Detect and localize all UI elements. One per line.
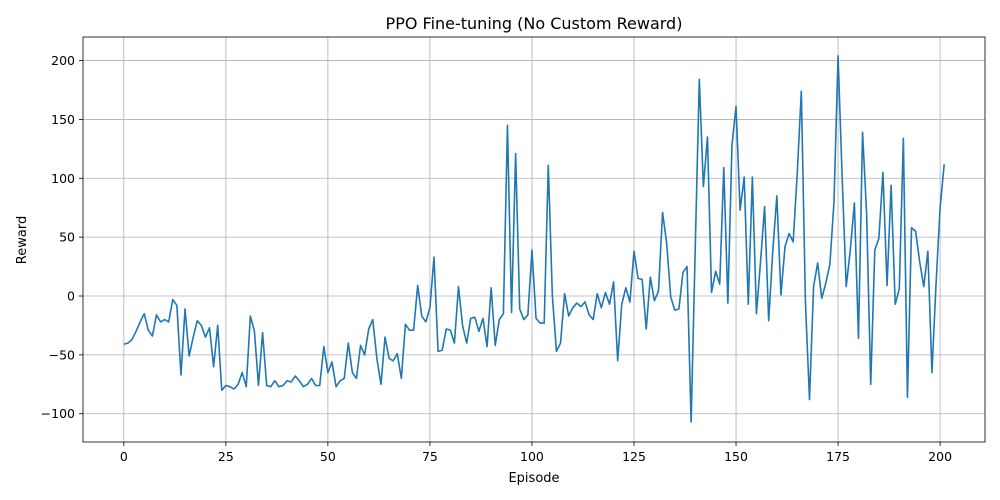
x-tick-label: 100 xyxy=(520,449,544,464)
reward-series-line xyxy=(123,55,945,423)
x-tick-label: 75 xyxy=(422,449,438,464)
y-tick-label: 0 xyxy=(67,289,75,304)
series-layer xyxy=(123,55,945,423)
y-tick-label: 150 xyxy=(51,112,75,127)
y-tick-label: 200 xyxy=(51,53,75,68)
x-tick-label: 125 xyxy=(622,449,646,464)
y-tick-label: 50 xyxy=(59,230,75,245)
x-tick-label: 25 xyxy=(218,449,234,464)
y-axis-label: Reward xyxy=(15,216,30,264)
axis-ticks: 0 25 50 75 100 125 150 175 200 −100 −50 0 50 100 150 20… xyxy=(41,53,952,464)
y-tick-label: −50 xyxy=(49,347,75,362)
x-tick-label: 175 xyxy=(826,449,850,464)
x-tick-label: 50 xyxy=(320,449,336,464)
x-tick-label: 0 xyxy=(120,449,128,464)
y-tick-label: −100 xyxy=(41,406,75,421)
x-tick-label: 200 xyxy=(928,449,952,464)
grid xyxy=(83,37,985,442)
y-tick-label: 100 xyxy=(51,171,75,186)
plot-frame xyxy=(82,36,986,443)
chart-title: PPO Fine-tuning (No Custom Reward) xyxy=(386,14,683,33)
x-axis-label: Episode xyxy=(508,471,559,486)
x-tick-label: 150 xyxy=(724,449,748,464)
